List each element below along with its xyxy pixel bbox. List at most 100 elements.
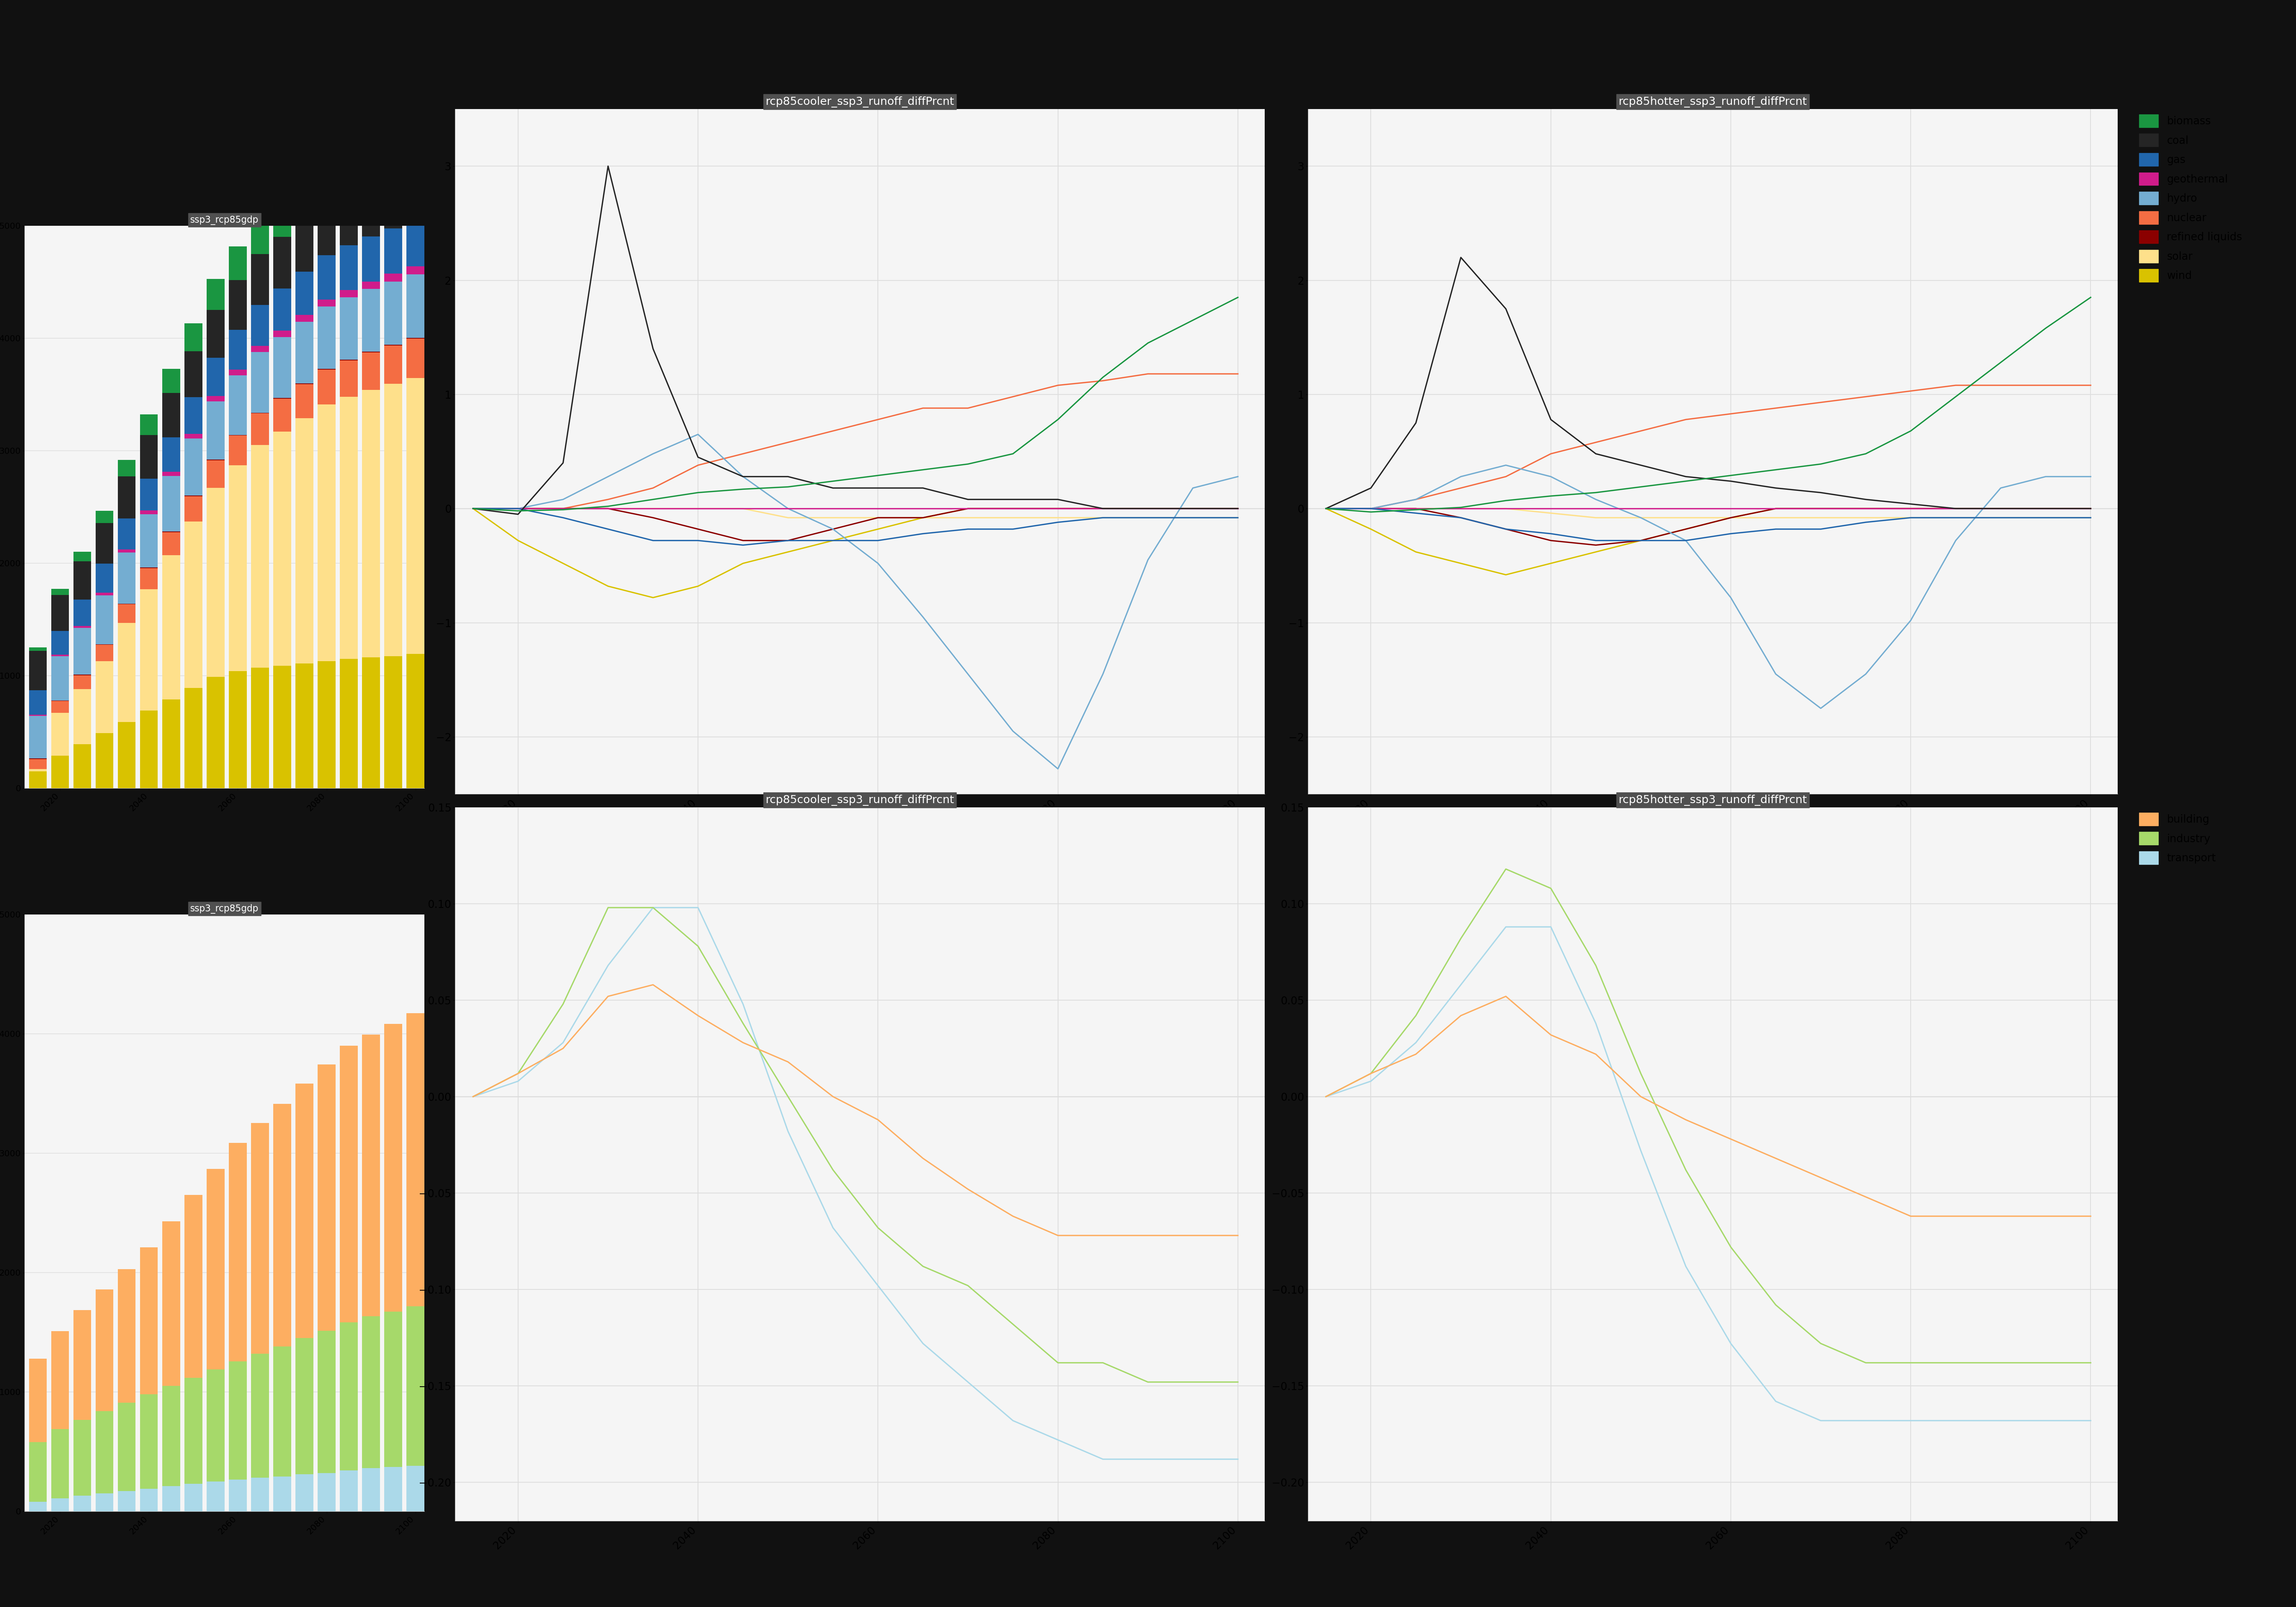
Bar [96,733,113,787]
Bar [51,714,69,755]
Title: rcp85hotter_ssp3_runoff_diffPrcnt: rcp85hotter_ssp3_runoff_diffPrcnt [1619,96,1807,108]
Bar [140,511,158,514]
Bar [163,556,179,699]
Bar [163,476,179,532]
Bar [184,350,202,397]
Bar [250,413,269,445]
Bar [406,116,425,169]
Bar [406,1014,425,1306]
Bar [273,1347,292,1477]
Bar [340,289,358,297]
Bar [406,267,425,275]
Bar [273,1104,292,1347]
Bar [140,590,158,710]
Bar [340,1323,358,1470]
Bar [230,672,246,787]
Bar [207,1168,225,1369]
Bar [383,273,402,281]
Bar [340,246,358,289]
Bar [230,280,246,329]
Bar [296,1474,312,1511]
Bar [163,1385,179,1486]
Bar [230,376,246,435]
Bar [363,236,379,281]
Bar [184,434,202,439]
Bar [340,1470,358,1511]
Bar [296,272,312,315]
Bar [340,191,358,246]
Bar [140,1247,158,1395]
Bar [317,256,335,299]
Bar [184,1196,202,1377]
Bar [96,1411,113,1493]
Bar [140,1488,158,1511]
Bar [363,133,379,183]
Bar [117,553,135,604]
Bar [296,315,312,321]
Bar [73,551,92,561]
Bar [96,564,113,593]
Bar [30,648,46,651]
Bar [363,1469,379,1511]
Bar [73,1421,92,1496]
Bar [250,445,269,669]
Bar [230,329,246,370]
Bar [406,275,425,337]
Bar [273,1477,292,1511]
Bar [207,402,225,460]
Bar [406,1306,425,1466]
Bar [117,460,135,476]
Bar [140,415,158,435]
Bar [230,370,246,376]
Bar [163,472,179,476]
Bar [73,628,92,675]
Bar [140,569,158,590]
Bar [163,437,179,472]
Bar [363,391,379,657]
Bar [51,595,69,632]
Bar [383,1467,402,1511]
Bar [340,297,358,360]
Bar [340,1046,358,1323]
Bar [96,644,113,660]
Bar [73,689,92,744]
Bar [51,701,69,714]
Bar [406,654,425,787]
Bar [317,405,335,660]
Bar [250,217,269,254]
Bar [273,198,292,236]
Bar [296,321,312,384]
Bar [73,744,92,787]
Bar [250,352,269,413]
Title: ssp3_rcp85gdp: ssp3_rcp85gdp [191,905,259,913]
Bar [383,175,402,228]
Bar [207,358,225,395]
Bar [163,1221,179,1385]
Bar [163,699,179,787]
Bar [383,124,402,175]
Bar [96,595,113,644]
Bar [296,384,312,418]
Bar [140,435,158,479]
Bar [406,339,425,378]
Bar [296,418,312,664]
Bar [117,722,135,787]
Bar [30,1358,46,1441]
Bar [73,627,92,628]
Bar [163,532,179,556]
Bar [73,1310,92,1421]
Bar [363,352,379,391]
Bar [250,1123,269,1353]
Bar [250,346,269,352]
Bar [117,604,135,624]
Bar [163,1486,179,1511]
Bar [230,1361,246,1480]
Bar [140,514,158,567]
Bar [51,656,69,701]
Bar [184,522,202,688]
Bar [163,394,179,437]
Bar [184,323,202,350]
Bar [30,759,46,770]
Bar [230,246,246,280]
Bar [317,1331,335,1474]
